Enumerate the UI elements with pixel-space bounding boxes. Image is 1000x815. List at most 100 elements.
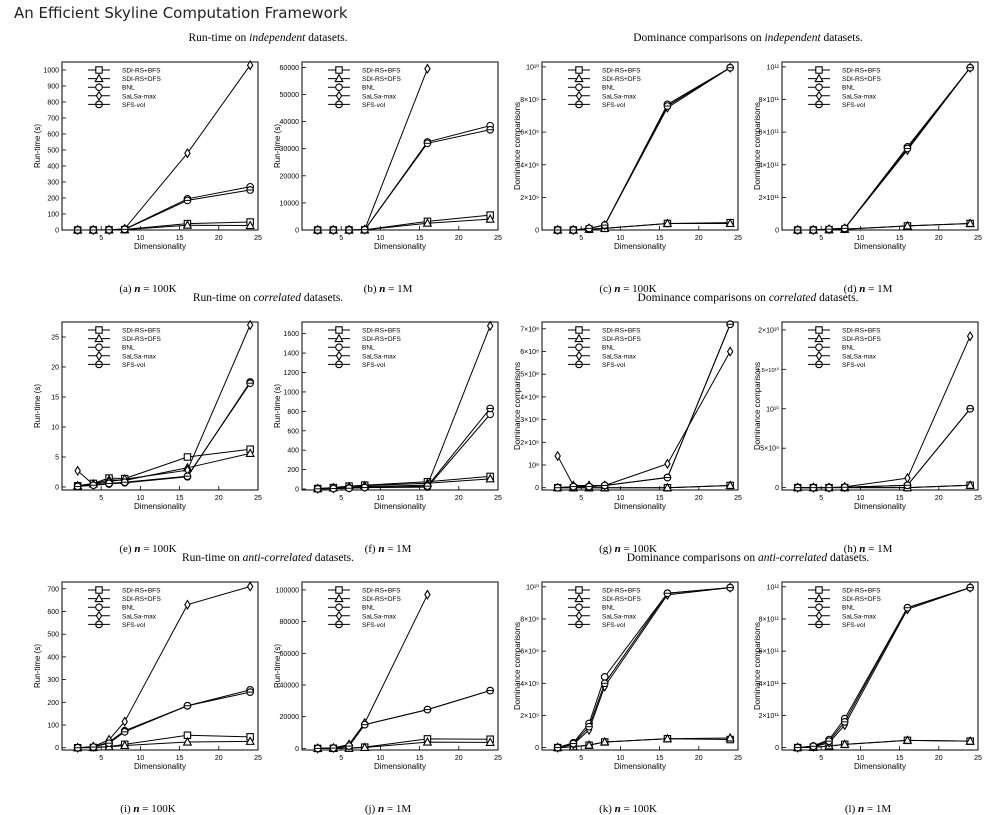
y-tick-label: 0	[535, 485, 539, 492]
y-tick-label: 4×10⁹	[520, 681, 539, 688]
legend-marker	[95, 326, 103, 334]
x-tick-label: 15	[896, 495, 904, 502]
y-tick-label: 10¹⁰	[526, 583, 539, 591]
y-tick-label: 1.5×10¹⁰	[757, 367, 780, 374]
legend-marker	[335, 610, 343, 622]
y-tick-label: 2×10⁹	[520, 195, 539, 202]
data-point	[245, 448, 255, 457]
subfigure-caption: (f) n = 1M	[364, 543, 412, 555]
legend-label: SFS-vol	[842, 362, 866, 369]
y-tick-label: 0	[535, 228, 539, 235]
series-line	[797, 335, 971, 489]
y-tick-label: 2×10¹⁰	[758, 326, 779, 334]
legend-label: BNL	[842, 345, 855, 352]
y-axis-label: Run-time (s)	[33, 644, 42, 688]
legend-label: SFS-vol	[122, 622, 146, 629]
legend-label: SDI-RS+DFS	[362, 336, 401, 343]
y-tick-label: 1000	[43, 68, 59, 75]
plot-frame	[61, 321, 259, 491]
y-tick-label: 6×10⁸	[520, 349, 539, 356]
y-tick-label: 2×10⁸	[520, 440, 539, 447]
legend-label: SDI-RS+DFS	[122, 336, 161, 343]
plot-frame	[541, 581, 739, 751]
legend-marker	[814, 333, 824, 343]
plot-frame	[61, 61, 259, 231]
series-line	[317, 690, 491, 749]
subfigure-caption: (d) n = 1M	[843, 283, 893, 295]
legend-marker	[575, 603, 583, 612]
data-point	[965, 480, 975, 489]
group-title: Dominance comparisons on independent dat…	[633, 32, 863, 44]
legend-label: SFS-vol	[842, 102, 866, 109]
series-bnl	[313, 121, 495, 234]
legend-marker	[335, 350, 343, 362]
y-tick-label: 900	[47, 84, 59, 91]
y-tick-label: 10¹²	[767, 64, 780, 71]
y-tick-label: 40000	[280, 119, 300, 126]
legend-label: SDI-RS+DFS	[362, 596, 401, 603]
y-tick-label: 80000	[280, 619, 300, 626]
x-axis-label: Dimensionality	[134, 502, 186, 511]
x-tick-label: 20	[695, 235, 703, 242]
legend-label: SFS-vol	[122, 362, 146, 369]
x-tick-label: 20	[695, 495, 703, 502]
x-tick-label: 10	[857, 755, 865, 762]
legend-label: SDI-RS+BFS	[122, 68, 161, 75]
legend-marker	[815, 343, 823, 352]
x-tick-label: 20	[455, 495, 463, 502]
y-tick-label: 6×10⁹	[520, 130, 539, 137]
series-bnl	[313, 410, 495, 493]
legend-marker	[95, 66, 103, 74]
data-point	[965, 736, 975, 745]
chart-panel-h: 5 10 15 20 25 0 5×10⁹ 10¹⁰ 1.5×10¹⁰ 2×10¹⁰ Dimensi…	[753, 321, 982, 511]
legend-marker	[815, 586, 823, 594]
y-tick-label: 10⁸	[528, 463, 539, 470]
x-tick-label: 25	[254, 495, 262, 502]
series-line	[557, 351, 731, 486]
y-tick-label: 25	[51, 335, 59, 342]
legend-marker	[575, 83, 583, 92]
x-tick-label: 5	[339, 495, 343, 502]
series-line	[557, 324, 731, 489]
y-tick-label: 400	[287, 448, 299, 455]
data-point	[554, 450, 561, 462]
legend-marker	[575, 350, 583, 362]
y-tick-label: 300	[47, 677, 59, 684]
series-line	[317, 408, 491, 490]
data-point	[662, 482, 673, 492]
x-tick-label: 15	[176, 755, 184, 762]
y-tick-label: 800	[47, 100, 59, 107]
plot-frame	[781, 321, 979, 491]
y-tick-label: 4×10¹¹	[759, 162, 780, 169]
y-tick-label: 700	[47, 116, 59, 123]
legend-marker	[575, 90, 583, 102]
y-tick-label: 60000	[280, 65, 300, 72]
data-point	[74, 465, 81, 477]
legend-marker	[95, 610, 103, 622]
x-tick-label: 5	[819, 495, 823, 502]
legend-marker	[815, 90, 823, 102]
legend-marker	[575, 343, 583, 352]
legend-label: SaLSa-max	[842, 93, 877, 100]
y-tick-label: 700	[47, 586, 59, 593]
x-tick-label: 20	[215, 755, 223, 762]
data-point	[182, 736, 193, 746]
x-tick-label: 5	[579, 235, 583, 242]
data-point	[184, 599, 191, 610]
y-tick-label: 1200	[283, 370, 299, 377]
y-axis-label: Dominance comparisons	[513, 102, 522, 190]
legend-marker	[575, 66, 583, 74]
y-tick-label: 5×10⁸	[520, 372, 539, 379]
subfigure-caption: (e) n = 100K	[119, 543, 177, 555]
legend-label: BNL	[842, 85, 855, 92]
series-line	[317, 413, 491, 490]
legend-label: SDI-RS+BFS	[842, 328, 881, 335]
x-tick-label: 20	[215, 235, 223, 242]
y-tick-label: 0	[55, 485, 59, 492]
y-tick-label: 8×10⁹	[520, 616, 539, 623]
legend-marker	[334, 73, 344, 83]
legend-label: SaLSa-max	[842, 613, 877, 620]
legend-label: SaLSa-max	[122, 353, 157, 360]
x-tick-label: 5	[819, 755, 823, 762]
